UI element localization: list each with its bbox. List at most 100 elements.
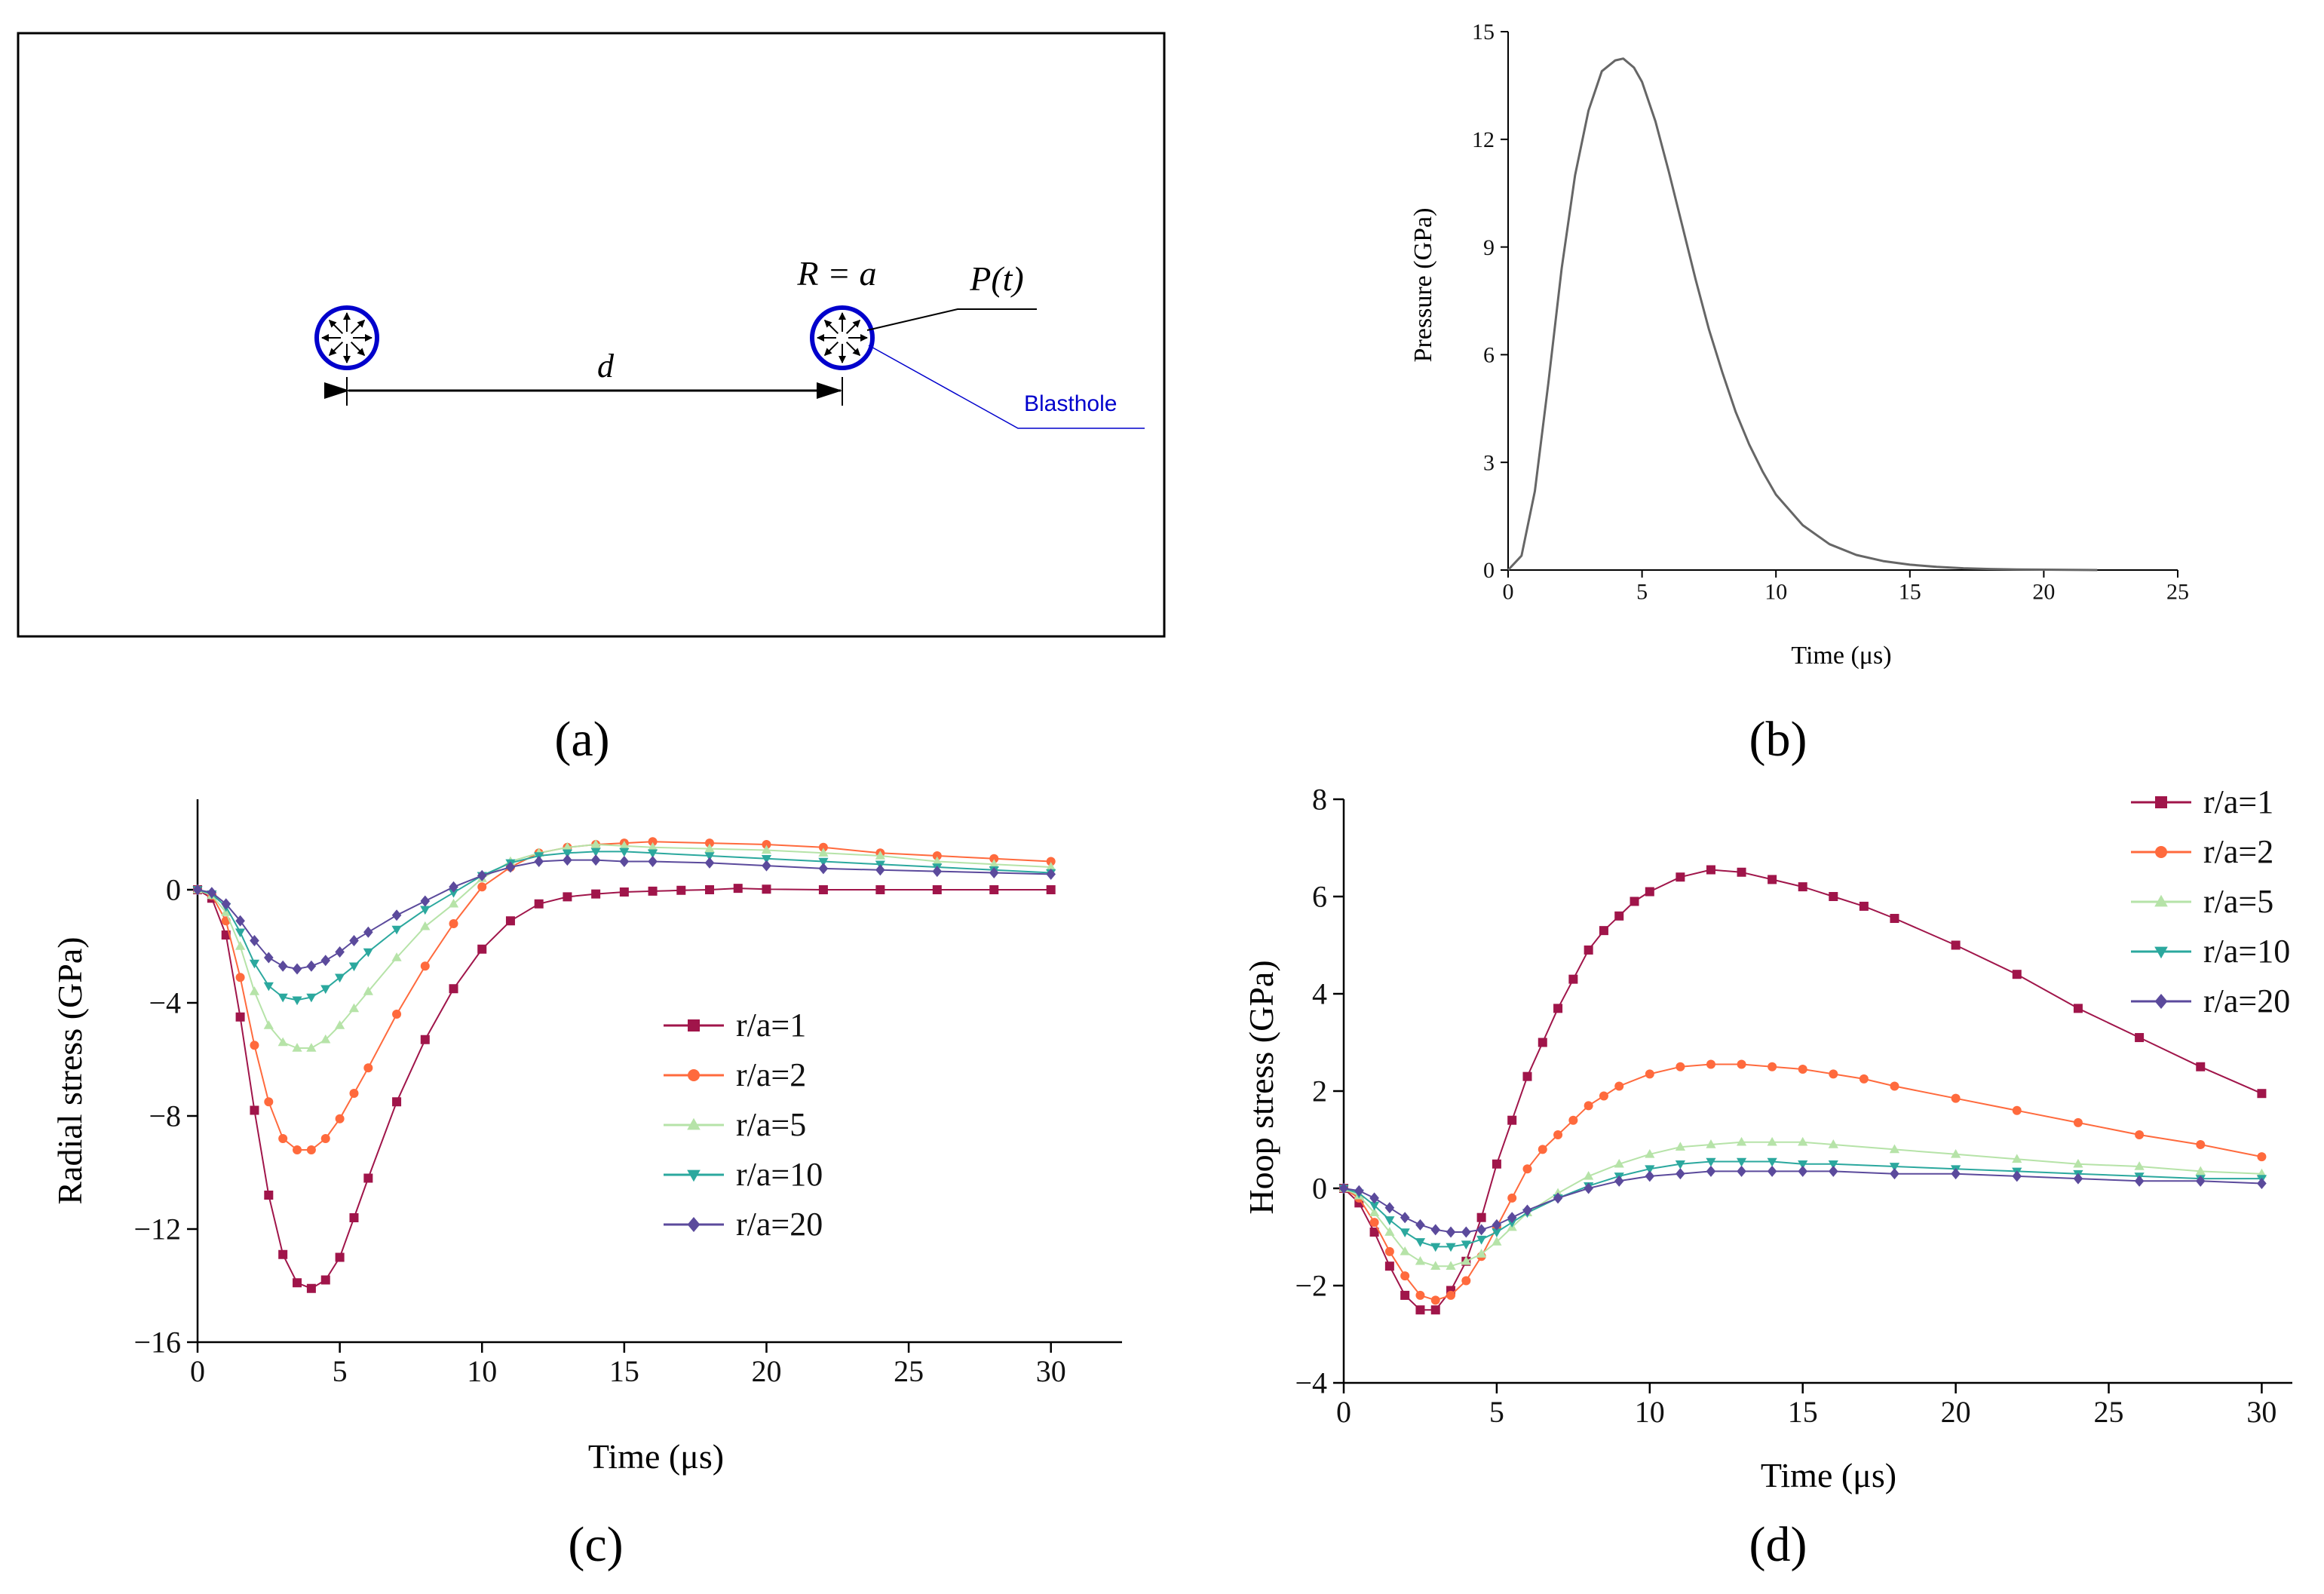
data-point-marker <box>761 854 772 864</box>
data-point-marker <box>391 952 402 961</box>
data-point-marker <box>292 996 302 1006</box>
data-point-marker <box>762 884 771 894</box>
data-point-marker <box>1706 1139 1716 1148</box>
data-point-marker <box>648 837 658 847</box>
data-point-marker <box>1645 1165 1655 1175</box>
data-point-marker <box>348 962 360 972</box>
data-point-marker <box>335 1020 345 1029</box>
data-point-marker <box>1630 897 1639 906</box>
data-point-marker <box>688 1069 700 1081</box>
data-point-marker <box>1676 1168 1685 1180</box>
data-point-marker <box>1798 882 1807 892</box>
data-point-marker <box>818 842 828 852</box>
data-point-marker <box>1614 1158 1624 1168</box>
x-tick-label: 10 <box>1635 1395 1665 1429</box>
data-point-marker <box>306 993 317 1003</box>
data-point-marker <box>449 919 458 928</box>
data-point-marker <box>704 857 715 869</box>
data-point-marker <box>1676 1062 1685 1071</box>
data-point-marker <box>704 852 715 861</box>
pressure-arrow-icon <box>823 341 839 357</box>
chart-c-xlabel: Time (μs) <box>588 1437 724 1476</box>
data-point-marker <box>363 948 373 958</box>
data-point-marker <box>1369 1201 1380 1211</box>
series-line <box>1343 1141 2262 1268</box>
data-point-marker <box>1553 1004 1563 1013</box>
data-point-marker <box>391 925 402 935</box>
data-point-marker <box>2134 1175 2145 1187</box>
data-point-marker <box>1522 1071 1532 1081</box>
data-point-marker <box>1492 1228 1502 1237</box>
data-point-marker <box>534 856 544 867</box>
data-point-marker <box>363 1063 373 1073</box>
data-point-marker <box>1046 885 1056 894</box>
data-point-marker <box>249 986 260 995</box>
data-point-marker <box>292 1043 302 1052</box>
data-point-marker <box>1859 1074 1869 1084</box>
data-point-marker <box>235 915 245 927</box>
data-point-marker <box>1828 1160 1838 1169</box>
data-point-marker <box>2135 1130 2145 1140</box>
data-point-marker <box>335 1252 345 1262</box>
y-tick-label: 6 <box>1483 343 1495 368</box>
x-tick-label: 5 <box>1636 580 1648 605</box>
blasthole-right <box>810 305 875 370</box>
data-point-marker <box>1889 1144 1900 1154</box>
data-point-marker <box>477 882 487 892</box>
series-line <box>1507 57 2098 572</box>
data-point-marker <box>761 845 772 854</box>
data-point-marker <box>235 928 246 938</box>
data-point-marker <box>2073 1117 2083 1127</box>
data-point-marker <box>1890 1168 1899 1180</box>
legend-entry-label: r/a=1 <box>2203 783 2273 820</box>
data-point-marker <box>1768 875 1777 884</box>
data-point-marker <box>2195 1175 2206 1187</box>
x-tick-label: 20 <box>1941 1395 1971 1429</box>
data-point-marker <box>1369 1192 1379 1204</box>
series-line <box>197 859 1051 970</box>
data-point-marker <box>1446 1290 1456 1300</box>
data-point-marker <box>1415 1238 1426 1247</box>
data-point-marker <box>1384 1216 1395 1225</box>
data-point-marker <box>1676 872 1685 882</box>
data-point-marker <box>1400 1246 1410 1255</box>
data-point-marker <box>648 886 658 896</box>
data-point-marker <box>320 1034 331 1044</box>
data-point-marker <box>250 1041 259 1050</box>
data-point-marker <box>505 861 516 873</box>
data-point-marker <box>1461 1276 1471 1286</box>
data-point-marker <box>235 1012 245 1022</box>
data-point-marker <box>688 1019 700 1032</box>
data-point-marker <box>932 856 943 866</box>
data-point-marker <box>2155 796 2167 808</box>
data-point-marker <box>392 1010 402 1019</box>
data-point-marker <box>1415 1255 1426 1265</box>
data-point-marker <box>1522 1204 1532 1216</box>
data-point-marker <box>505 916 515 926</box>
data-point-marker <box>277 993 288 1003</box>
data-point-marker <box>989 885 999 894</box>
data-point-marker <box>762 840 771 849</box>
pressure-arrow-icon <box>328 319 344 335</box>
data-point-marker <box>1798 1136 1808 1146</box>
data-point-marker <box>306 960 317 972</box>
data-point-marker <box>1354 1185 1364 1197</box>
y-tick-label: 0 <box>1312 1172 1327 1206</box>
data-point-marker <box>1507 1212 1517 1224</box>
data-point-marker <box>1430 1295 1440 1305</box>
data-point-marker <box>932 851 942 860</box>
data-point-marker <box>1400 1212 1410 1224</box>
data-point-marker <box>818 863 829 875</box>
panel-label-a: (a) <box>554 712 609 767</box>
data-point-marker <box>1415 1218 1425 1231</box>
chart-legend: r/a=1 r/a=2 r/a=5 r/a=10 r/a=20 <box>664 1007 823 1243</box>
y-tick-label: 9 <box>1483 235 1495 260</box>
data-point-marker <box>1461 1255 1471 1265</box>
data-point-marker <box>1798 1160 1808 1169</box>
data-point-marker <box>1369 1218 1379 1228</box>
data-point-marker <box>1829 1069 1838 1079</box>
series-line <box>1343 1063 2262 1301</box>
data-point-marker <box>1476 1212 1486 1222</box>
y-tick-label: 15 <box>1472 20 1495 44</box>
